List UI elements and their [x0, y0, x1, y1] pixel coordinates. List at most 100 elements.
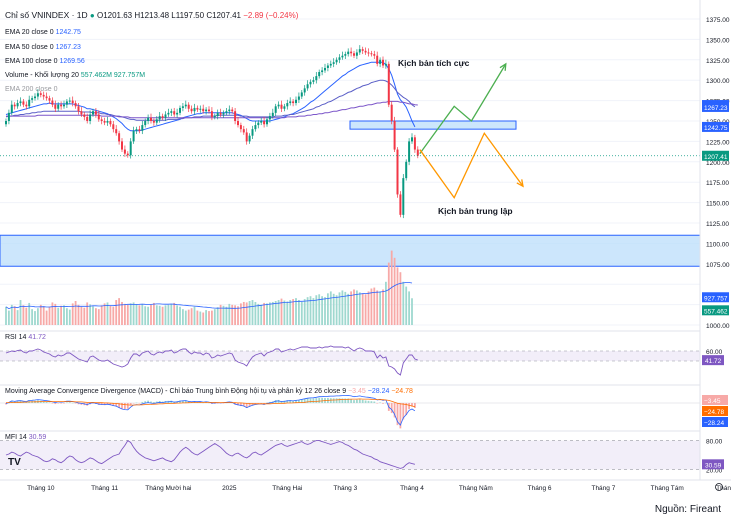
candle-body	[280, 104, 283, 109]
candle-body	[213, 116, 216, 118]
candle-body	[341, 55, 344, 58]
volume-bar	[370, 288, 373, 325]
volume-bar	[132, 302, 135, 325]
macd-hist-bar	[216, 403, 219, 404]
mfi-legend[interactable]: MFI 14 30.59	[5, 434, 46, 441]
volume-bar	[176, 305, 178, 325]
candle-body	[97, 114, 100, 120]
time-tick-label: Tháng 6	[528, 485, 552, 492]
candle-body	[193, 107, 196, 112]
volume-bar	[95, 308, 97, 325]
legend-ema100[interactable]: EMA 100 close 0 1269.56	[5, 57, 85, 66]
macd-hist-bar	[144, 401, 147, 403]
candle-body	[161, 116, 164, 118]
volume-ma-line	[5, 282, 413, 310]
macd-hist-bar	[350, 399, 352, 403]
macd-hist-bar	[408, 403, 410, 410]
volume-bar	[324, 297, 326, 325]
macd-hist-bar	[66, 402, 68, 403]
macd-hist-bar	[92, 403, 94, 404]
time-tick-label: Tháng Mười hai	[145, 485, 191, 492]
volume-bar	[153, 302, 155, 325]
macd-hist-bar	[248, 403, 251, 407]
volume-bar	[303, 299, 306, 325]
candle-body	[402, 178, 405, 215]
volume-bar	[28, 302, 31, 325]
macd-hist-bar	[280, 401, 283, 403]
candle-body	[13, 104, 16, 107]
candle-body	[344, 54, 347, 56]
rsi-level-label: 60.00	[706, 349, 723, 356]
candle-body	[155, 119, 158, 123]
candle-body	[405, 161, 408, 179]
candle-body	[181, 106, 184, 108]
macd-hist-bar	[132, 403, 135, 404]
mfi-line	[5, 439, 416, 469]
candle-body	[268, 116, 271, 120]
macd-legend[interactable]: Moving Average Convergence Divergence (M…	[5, 388, 413, 395]
candle-body	[19, 101, 22, 104]
time-tick-label: Tháng 10	[27, 485, 55, 492]
candle-body	[364, 50, 367, 53]
volume-bar	[271, 301, 274, 325]
candle-body	[245, 132, 248, 142]
macd-hist-bar	[338, 398, 341, 403]
candle-body	[277, 104, 280, 107]
candle-body	[289, 101, 292, 104]
macd-hist-bar	[208, 402, 210, 404]
tradingview-logo-icon[interactable]: TV	[8, 457, 21, 468]
candle-body	[152, 121, 155, 123]
legend-ema200[interactable]: EMA 200 close 0	[5, 85, 58, 94]
macd-hist-bar	[358, 399, 361, 403]
volume-bar	[83, 307, 86, 325]
volume-bar	[118, 298, 120, 325]
candle-body	[358, 49, 361, 53]
time-tick-label: Tháng 7	[591, 485, 615, 492]
macd-hist-bar	[8, 402, 10, 404]
volume-bar	[170, 303, 173, 325]
macd-hist-bar	[124, 403, 126, 409]
volume-bar	[286, 301, 289, 325]
legend-ema20[interactable]: EMA 20 close 0 1242.75	[5, 28, 81, 37]
settings-gear-icon	[715, 483, 723, 491]
volume-bar	[353, 289, 355, 325]
candle-body	[10, 104, 13, 113]
volume-bar	[237, 306, 239, 325]
volume-bar	[376, 290, 379, 325]
macd-hist-bar	[129, 403, 132, 406]
macd-hist-bar	[295, 400, 297, 403]
candle-body	[242, 129, 245, 133]
volume-bar	[158, 305, 161, 325]
volume-bar	[358, 292, 361, 325]
volume-bar	[48, 306, 51, 325]
macd-hist-bar	[74, 403, 77, 404]
candle-body	[199, 108, 202, 110]
macd-hist-bar	[141, 401, 144, 403]
candle-body	[219, 112, 222, 115]
volume-bar	[89, 304, 91, 325]
macd-hist-bar	[402, 403, 405, 420]
volume-bar	[350, 291, 352, 325]
candle-body	[295, 99, 297, 104]
legend-volume[interactable]: Volume - Khối lượng 20 557.462M 927.757M	[5, 71, 145, 80]
macd-hist-bar	[126, 403, 129, 409]
volume-bar	[399, 272, 402, 325]
candle-body	[135, 129, 138, 131]
ohlc-dot: ●	[89, 11, 95, 20]
candle-body	[239, 125, 242, 130]
candle-body	[25, 104, 28, 107]
macd-hist-bar	[332, 398, 335, 403]
legend-ema50[interactable]: EMA 50 close 0 1267.23	[5, 43, 81, 52]
macd-hist-bar	[300, 399, 303, 403]
rsi-legend[interactable]: RSI 14 41.72	[5, 334, 46, 341]
volume-bar	[202, 312, 205, 325]
candle-body	[7, 112, 10, 121]
candle-body	[100, 119, 103, 121]
price-badge-label: 927.757	[704, 295, 728, 302]
macd-hist-bar	[364, 400, 367, 403]
volume-bar	[315, 295, 318, 325]
time-tick-label: Tháng Năm	[459, 485, 493, 492]
macd-label: Moving Average Convergence Divergence (M…	[5, 388, 303, 395]
candle-body	[167, 112, 170, 115]
